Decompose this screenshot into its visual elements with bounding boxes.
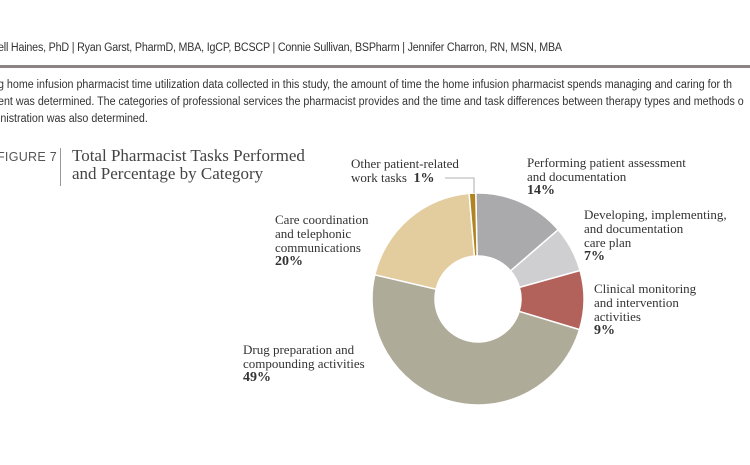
donut-slice-5 xyxy=(468,192,478,257)
figure-divider xyxy=(60,148,61,186)
body-line: inistration was also determined. xyxy=(0,113,148,125)
donut-slice-3 xyxy=(371,273,581,406)
donut-slice-4 xyxy=(373,192,476,291)
header-divider xyxy=(0,65,750,68)
slice-label-care-coordination: Care coordination and telephonic communica… xyxy=(275,212,369,269)
figure-title-line: Total Pharmacist Tasks Performed xyxy=(72,146,305,165)
slice-label-drug-prep: Drug preparation and compounding activiti… xyxy=(243,342,365,385)
figure-title: Total Pharmacist Tasks Performed and Per… xyxy=(72,147,305,183)
slice-pct: 20% xyxy=(275,254,303,269)
slice-pct: 49% xyxy=(243,370,271,385)
slice-label-clinical: Clinical monitoring and intervention activ… xyxy=(594,281,697,338)
figure-label: FIGURE 7 xyxy=(0,150,58,164)
body-line: g home infusion pharmacist time utilizat… xyxy=(0,79,733,91)
body-paragraph: g home infusion pharmacist time utilizat… xyxy=(0,77,744,128)
body-line: ent was determined. The categories of pr… xyxy=(0,96,744,108)
slice-pct: 7% xyxy=(584,249,605,264)
slice-pct: 1% xyxy=(413,171,435,186)
slice-label-assessment: Performing patient assessment and documen… xyxy=(527,155,686,198)
article-authors: ell Haines, PhD | Ryan Garst, PharmD, MB… xyxy=(0,42,562,54)
leader-line xyxy=(445,177,475,193)
figure-title-line: and Percentage by Category xyxy=(72,164,264,183)
slice-label-care-plan: Developing, implementing, and documentati… xyxy=(584,207,727,264)
slice-pct: 9% xyxy=(594,323,615,338)
slice-label-other: Other patient-related work tasks 1% xyxy=(351,156,459,186)
slice-pct: 14% xyxy=(527,183,555,198)
